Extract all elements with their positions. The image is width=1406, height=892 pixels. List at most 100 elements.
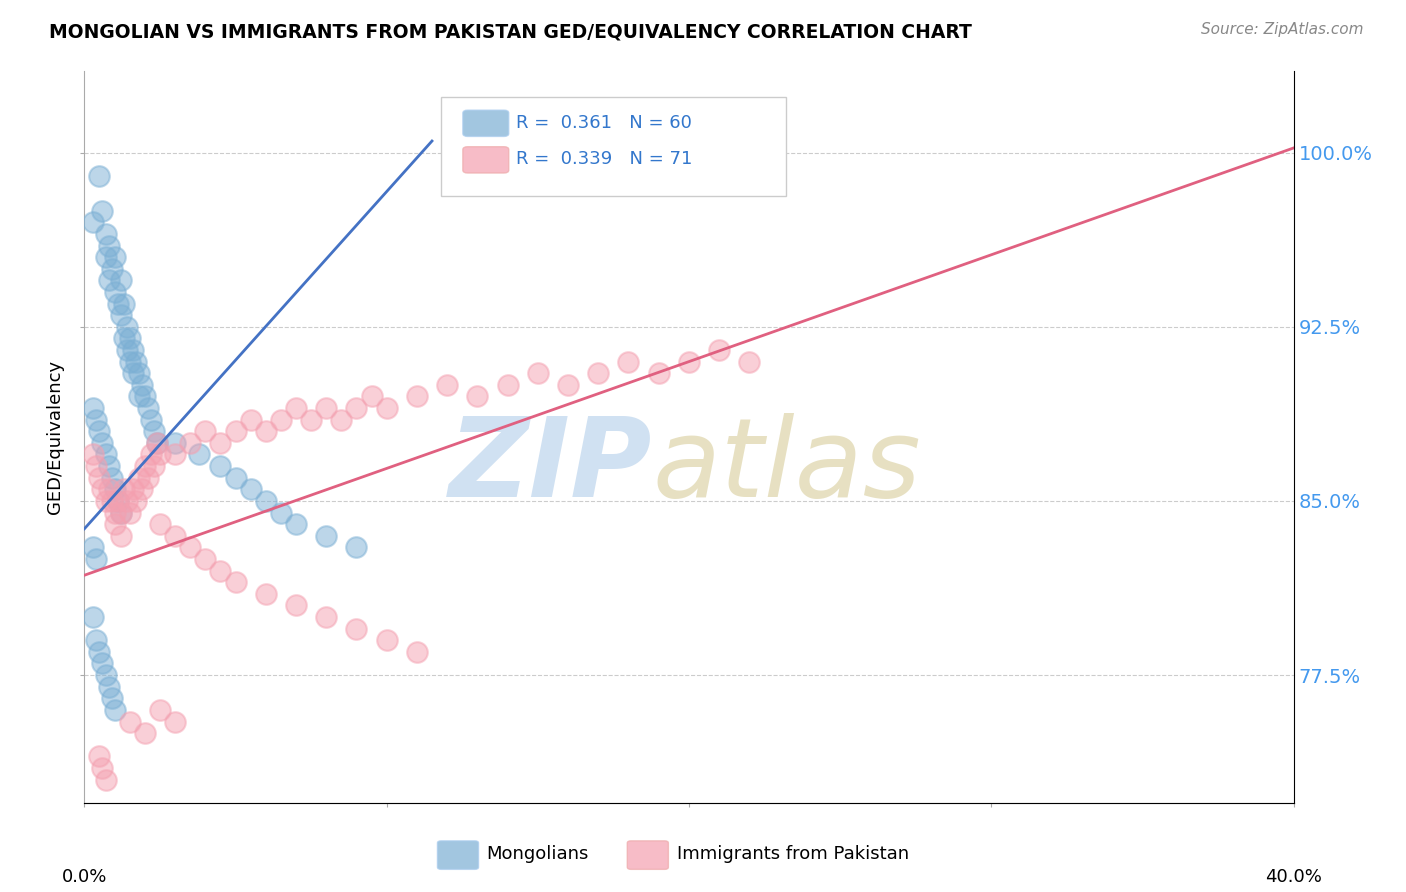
Point (89, 749, 111, 764)
Text: Mongolians: Mongolians (486, 845, 588, 863)
Point (146, 436, 169, 450)
Point (82, 215, 104, 229)
Point (110, 529, 132, 543)
Point (165, 448, 187, 462)
Point (97, 483, 120, 497)
Text: 40.0%: 40.0% (1265, 868, 1322, 886)
Point (110, 308, 132, 322)
Point (104, 285, 127, 299)
Point (125, 494, 148, 508)
Point (82, 610, 104, 624)
FancyBboxPatch shape (627, 841, 668, 870)
Point (648, 366, 671, 380)
Point (91, 436, 114, 450)
Point (139, 448, 162, 462)
Point (100, 494, 122, 508)
Point (128, 389, 150, 403)
Point (91, 657, 114, 671)
Point (97, 273, 120, 287)
Point (225, 575, 247, 590)
FancyBboxPatch shape (463, 146, 509, 173)
Point (82, 541, 104, 555)
Point (110, 506, 132, 520)
FancyBboxPatch shape (437, 841, 478, 870)
Point (94, 494, 117, 508)
Point (270, 412, 292, 426)
Point (134, 459, 156, 474)
Point (100, 691, 122, 706)
Point (125, 354, 148, 368)
Point (406, 389, 429, 403)
Point (91, 203, 114, 218)
Point (134, 726, 156, 740)
Point (131, 483, 153, 497)
Point (299, 412, 322, 426)
Point (112, 296, 135, 310)
Point (107, 494, 129, 508)
Point (188, 448, 211, 462)
Point (134, 389, 156, 403)
Point (467, 389, 489, 403)
Point (128, 471, 150, 485)
Point (406, 645, 429, 659)
Point (128, 366, 150, 380)
Point (100, 471, 122, 485)
Point (315, 610, 337, 624)
Point (110, 506, 132, 520)
FancyBboxPatch shape (441, 97, 786, 195)
Point (118, 354, 141, 368)
Point (165, 529, 187, 543)
Point (254, 587, 277, 601)
Point (86, 459, 108, 474)
Point (131, 377, 153, 392)
Point (165, 714, 187, 729)
Point (330, 412, 353, 426)
Point (225, 471, 247, 485)
Point (107, 494, 129, 508)
Point (557, 377, 579, 392)
Point (194, 552, 217, 566)
Point (100, 261, 122, 276)
FancyBboxPatch shape (463, 110, 509, 136)
Point (285, 401, 308, 415)
Point (142, 424, 165, 438)
Point (136, 471, 159, 485)
Text: R =  0.339   N = 71: R = 0.339 N = 71 (516, 150, 692, 168)
Point (104, 250, 127, 264)
Point (142, 459, 165, 474)
Text: Immigrants from Pakistan: Immigrants from Pakistan (676, 845, 908, 863)
Point (136, 401, 159, 415)
Y-axis label: GED/Equivalency: GED/Equivalency (46, 360, 65, 514)
Point (118, 714, 141, 729)
Point (89, 424, 111, 438)
Point (436, 377, 458, 392)
Point (139, 412, 162, 426)
Point (104, 517, 127, 532)
Point (97, 680, 120, 694)
Point (209, 436, 232, 450)
Point (179, 436, 201, 450)
Point (121, 343, 143, 357)
Point (254, 494, 277, 508)
Point (104, 483, 127, 497)
Point (86, 552, 108, 566)
Point (346, 541, 368, 555)
Point (86, 412, 108, 426)
Point (94, 227, 117, 241)
Text: atlas: atlas (652, 413, 921, 520)
Point (315, 529, 337, 543)
Point (115, 494, 138, 508)
Text: MONGOLIAN VS IMMIGRANTS FROM PAKISTAN GED/EQUIVALENCY CORRELATION CHART: MONGOLIAN VS IMMIGRANTS FROM PAKISTAN GE… (49, 22, 972, 41)
Point (112, 331, 135, 345)
Point (375, 401, 398, 415)
Point (118, 331, 141, 345)
Point (360, 389, 382, 403)
Text: 0.0%: 0.0% (62, 868, 107, 886)
Point (89, 471, 111, 485)
Point (104, 703, 127, 717)
Point (285, 599, 308, 613)
Point (588, 366, 610, 380)
Point (82, 448, 104, 462)
Point (89, 169, 111, 183)
Point (97, 459, 120, 474)
